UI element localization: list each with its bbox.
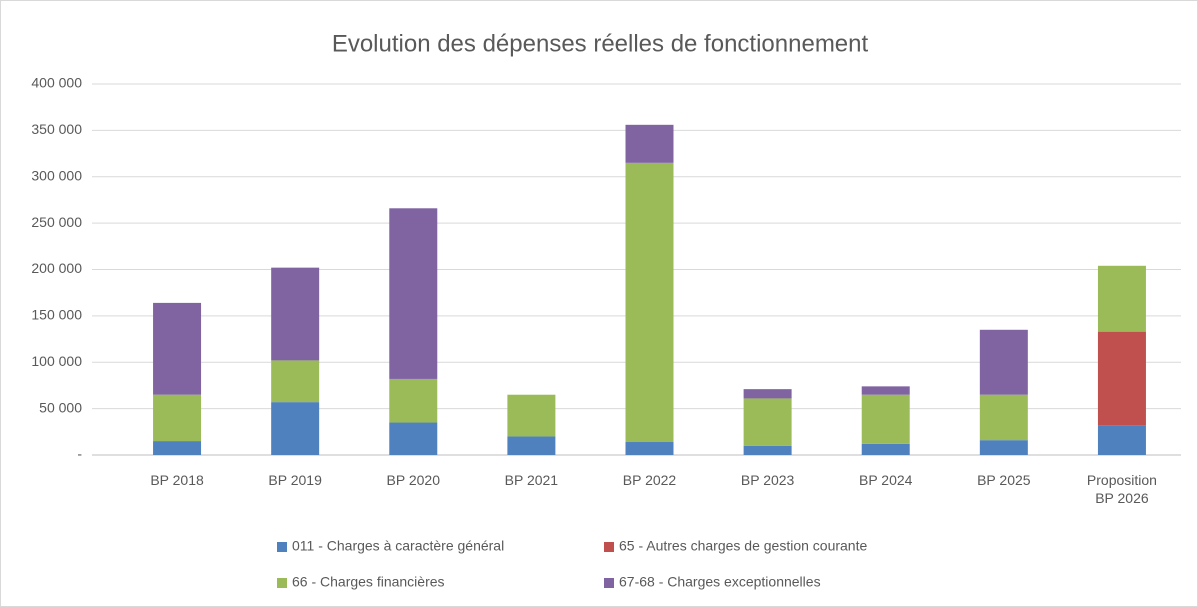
- bar-segment: [979, 440, 1028, 455]
- bar-segment: [861, 386, 910, 395]
- bar-segment: [1097, 265, 1146, 332]
- bar-segment: [743, 445, 792, 455]
- bar-segment: [271, 267, 320, 361]
- x-tick-label: BP 2020: [386, 472, 440, 488]
- bar-segment: [1097, 425, 1146, 455]
- bar-segment: [271, 360, 320, 403]
- bar-segment: [389, 422, 438, 455]
- bar-segment: [271, 402, 320, 455]
- bar-segment: [979, 394, 1028, 441]
- y-tick-label: 50 000: [39, 399, 82, 415]
- x-tick-label: BP 2022: [622, 472, 677, 488]
- chart-title: Evolution des dépenses réelles de foncti…: [332, 30, 869, 57]
- bar-segment: [861, 443, 910, 455]
- bar-segment: [743, 398, 792, 446]
- bar-segment: [389, 378, 438, 423]
- x-tick-label: BP 2019: [268, 472, 322, 488]
- legend-label: 011 - Charges à caractère général: [292, 538, 504, 554]
- bar-segment: [153, 302, 202, 395]
- bar-segment: [861, 394, 910, 444]
- legend-swatch: [277, 578, 287, 588]
- bar-segment: [625, 442, 674, 455]
- bar-segment: [979, 329, 1028, 395]
- y-tick-label: -: [77, 446, 82, 462]
- bar-segment: [625, 124, 674, 163]
- y-tick-label: 250 000: [31, 214, 82, 230]
- y-tick-label: 200 000: [31, 260, 82, 276]
- y-tick-label: 100 000: [31, 353, 82, 369]
- legend-label: 67-68 - Charges exceptionnelles: [619, 574, 821, 590]
- x-tick-label: BP 2025: [977, 472, 1031, 488]
- legend-swatch: [604, 578, 614, 588]
- x-tick-label: Proposition BP 2026: [1086, 472, 1157, 506]
- legend-label: 66 - Charges financières: [292, 574, 445, 590]
- bar-segment: [389, 208, 438, 379]
- x-tick-label: BP 2024: [858, 472, 913, 488]
- bar-segment: [507, 436, 556, 455]
- legend-swatch: [277, 542, 287, 552]
- bar-segment: [507, 394, 556, 437]
- legend-label: 65 - Autres charges de gestion courante: [619, 538, 867, 554]
- y-tick-label: 350 000: [31, 121, 82, 137]
- bar-segment: [743, 389, 792, 399]
- x-tick-label: BP 2021: [504, 472, 559, 488]
- legend-swatch: [604, 542, 614, 552]
- x-tick-label: BP 2018: [150, 472, 204, 488]
- bar-segment: [153, 394, 202, 442]
- x-tick-label: BP 2023: [740, 472, 795, 488]
- bar-segment: [1097, 331, 1146, 426]
- bar-segment: [153, 441, 202, 455]
- bar-segment: [625, 162, 674, 443]
- y-tick-label: 300 000: [31, 167, 82, 183]
- y-tick-label: 150 000: [31, 307, 82, 323]
- y-tick-label: 400 000: [31, 75, 82, 91]
